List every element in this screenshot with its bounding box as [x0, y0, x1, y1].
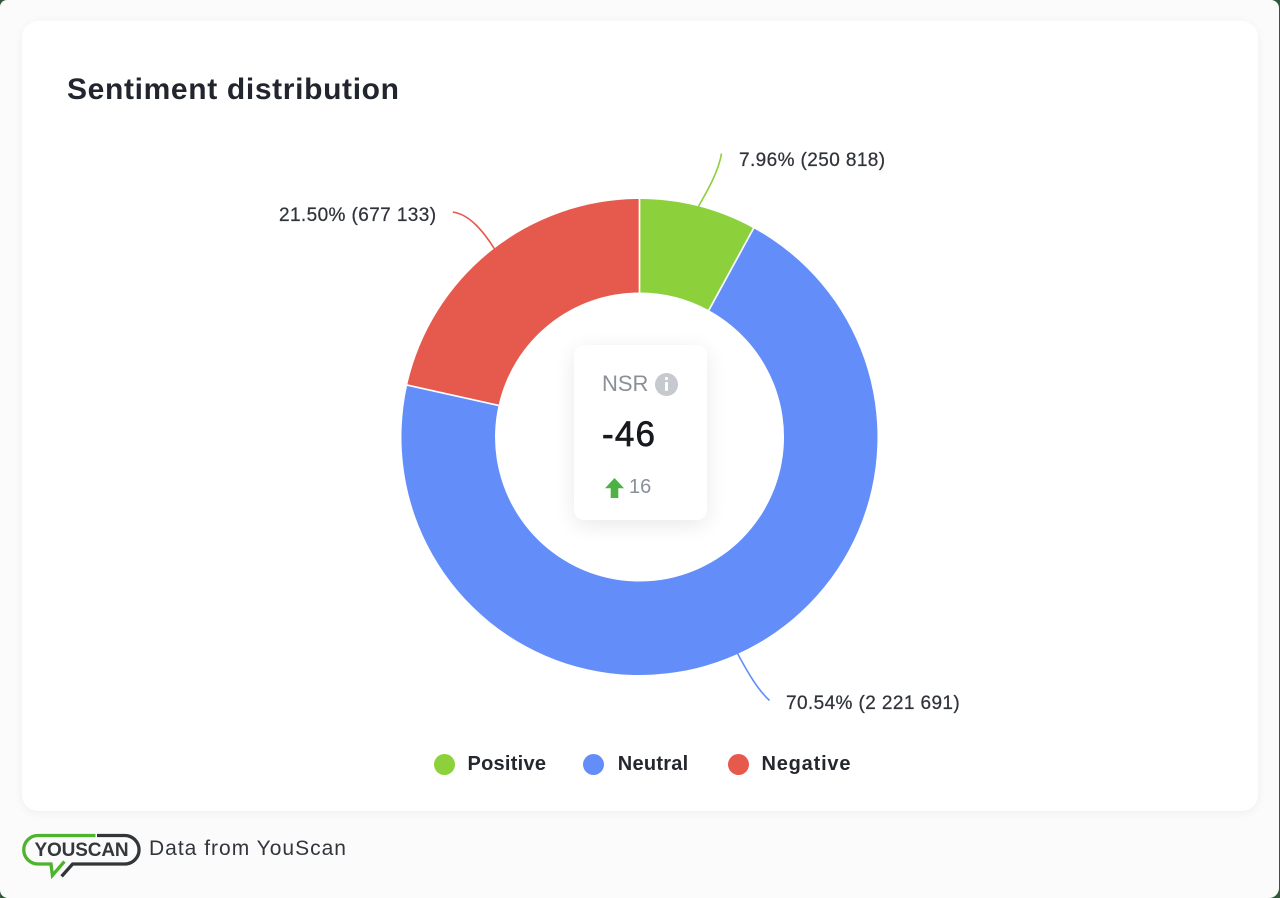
svg-text:YOUSCAN: YOUSCAN	[35, 840, 129, 861]
